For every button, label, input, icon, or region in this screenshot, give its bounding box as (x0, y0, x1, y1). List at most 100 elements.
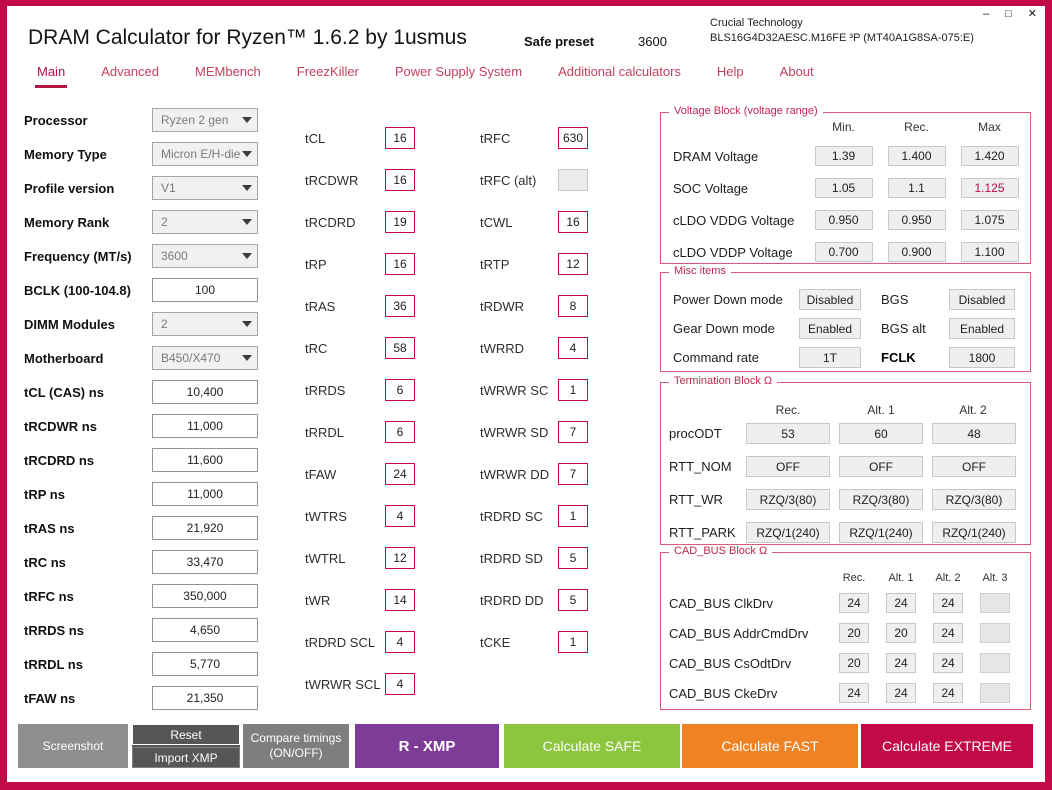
dram-voltage-min: 1.39 (814, 146, 873, 166)
termination-block-panel: Termination Block Ω Rec. Alt. 1 Alt. 2 p… (660, 375, 1031, 545)
column-header-alt1: Alt. 1 (888, 572, 914, 584)
procodt-alt2: 48 (932, 423, 1016, 444)
trp-ns-input[interactable]: 11,000 (152, 482, 258, 506)
tfaw-ns-input[interactable]: 21,350 (152, 686, 258, 710)
twrwr-sc-input[interactable]: 1 (558, 379, 588, 401)
voltage-row: SOC Voltage 1.05 1.1 1.125 (661, 172, 1030, 204)
import-xmp-button[interactable]: Import XMP (132, 747, 240, 768)
tcl-input[interactable]: 16 (385, 127, 415, 149)
trrdl-input[interactable]: 6 (385, 421, 415, 443)
termination-row: RTT_PARK RZQ/1(240) RZQ/1(240) RZQ/1(240… (661, 516, 1030, 549)
twtrl-input[interactable]: 12 (385, 547, 415, 569)
column-header-rec: Rec. (904, 120, 929, 134)
reset-button[interactable]: Reset (132, 724, 240, 745)
soc-voltage-rec: 1.1 (887, 178, 946, 198)
voltage-row: cLDO VDDG Voltage 0.950 0.950 1.075 (661, 204, 1030, 236)
r-xmp-button[interactable]: R - XMP (355, 724, 499, 768)
trrds-ns-input[interactable]: 4,650 (152, 618, 258, 642)
trp-input[interactable]: 16 (385, 253, 415, 275)
tras-ns-input[interactable]: 21,920 (152, 516, 258, 540)
bclk-input[interactable]: 100 (152, 278, 258, 302)
timing-row: tFAW 24 (305, 453, 415, 495)
csodtdrv-alt2: 24 (933, 653, 963, 673)
column-header-alt2: Alt. 2 (959, 403, 987, 417)
motherboard-select[interactable]: B450/X470 (152, 346, 258, 370)
addrcmddrv-rec: 20 (839, 623, 869, 643)
timing-row: tWTRS 4 (305, 495, 415, 537)
tab-additional-calculators[interactable]: Additional calculators (558, 64, 681, 79)
tab-membench[interactable]: MEMbench (195, 64, 261, 79)
tfaw-input[interactable]: 24 (385, 463, 415, 485)
calculate-fast-button[interactable]: Calculate FAST (682, 724, 858, 768)
trdwr-input[interactable]: 8 (558, 295, 588, 317)
timing-row: tRDRD DD 5 (480, 579, 588, 621)
module-part-number: BLS16G4D32AESC.M16FE ³P (MT40A1G8SA-075:… (710, 32, 974, 44)
trfc-ns-input[interactable]: 350,000 (152, 584, 258, 608)
trrdl-label: tRRDL (305, 424, 345, 440)
frequency-select[interactable]: 3600 (152, 244, 258, 268)
trfc-input[interactable]: 630 (558, 127, 588, 149)
trtp-input[interactable]: 12 (558, 253, 588, 275)
termination-row: procODT 53 60 48 (661, 417, 1030, 450)
timing-row: tRAS 36 (305, 285, 415, 327)
trcdwr-ns-label: tRCDWR ns (24, 418, 97, 434)
calculate-extreme-button[interactable]: Calculate EXTREME (861, 724, 1033, 768)
trtp-label: tRTP (480, 256, 510, 272)
trcdwr-input[interactable]: 16 (385, 169, 415, 191)
trcdrd-input[interactable]: 19 (385, 211, 415, 233)
cad-bus-csodtdrv-label: CAD_BUS CsOdtDrv (669, 655, 792, 671)
tab-freezkiller[interactable]: FreezKiller (296, 64, 359, 79)
tcke-input[interactable]: 1 (558, 631, 588, 653)
tab-help[interactable]: Help (716, 64, 744, 79)
tab-main[interactable]: Main (35, 62, 68, 88)
tras-input[interactable]: 36 (385, 295, 415, 317)
twtrs-input[interactable]: 4 (385, 505, 415, 527)
trfc-alt-input[interactable] (558, 169, 588, 191)
compare-timings-button[interactable]: Compare timings (ON/OFF) (243, 724, 349, 768)
twrwr-scl-input[interactable]: 4 (385, 673, 415, 695)
column-header-alt1: Alt. 1 (867, 403, 895, 417)
trcdwr-ns-input[interactable]: 11,000 (152, 414, 258, 438)
timing-row: tCL 16 (305, 117, 415, 159)
memory-type-select[interactable]: Micron E/H-die (152, 142, 258, 166)
dimm-modules-select[interactable]: 2 (152, 312, 258, 336)
tab-advanced[interactable]: Advanced (101, 64, 160, 79)
twrwr-dd-input[interactable]: 7 (558, 463, 588, 485)
minimize-icon[interactable]: – (983, 8, 990, 20)
ckedrv-alt3 (980, 683, 1010, 703)
preset-name-label: Safe preset (524, 34, 595, 49)
twr-input[interactable]: 14 (385, 589, 415, 611)
tcl-ns-input[interactable]: 10,400 (152, 380, 258, 404)
trc-input[interactable]: 58 (385, 337, 415, 359)
trc-ns-input[interactable]: 33,470 (152, 550, 258, 574)
trdrd-dd-input[interactable]: 5 (558, 589, 588, 611)
trrds-input[interactable]: 6 (385, 379, 415, 401)
trdrd-sc-input[interactable]: 1 (558, 505, 588, 527)
trdrd-sd-input[interactable]: 5 (558, 547, 588, 569)
calculate-safe-button[interactable]: Calculate SAFE (504, 724, 680, 768)
close-icon[interactable]: ✕ (1027, 8, 1037, 20)
processor-select[interactable]: Ryzen 2 gen (152, 108, 258, 132)
trrdl-ns-input[interactable]: 5,770 (152, 652, 258, 676)
twrwr-sd-input[interactable]: 7 (558, 421, 588, 443)
memory-rank-select[interactable]: 2 (152, 210, 258, 234)
screenshot-button[interactable]: Screenshot (18, 724, 128, 768)
gear-down-mode-value: Enabled (799, 318, 861, 339)
trrds-ns-label: tRRDS ns (24, 622, 84, 638)
maximize-icon[interactable]: □ (1005, 8, 1012, 20)
tab-power-supply-system[interactable]: Power Supply System (394, 64, 523, 79)
timings-column-1: tCL 16 tRCDWR 16 tRCDRD 19 tRP 16 tRAS 3… (305, 117, 415, 705)
dram-voltage-label: DRAM Voltage (673, 148, 759, 164)
tab-about[interactable]: About (779, 64, 814, 79)
csodtdrv-rec: 20 (839, 653, 869, 673)
trdrd-scl-input[interactable]: 4 (385, 631, 415, 653)
trcdrd-ns-input[interactable]: 11,600 (152, 448, 258, 472)
rtt-nom-rec: OFF (746, 456, 830, 477)
dram-voltage-max: 1.420 (960, 146, 1019, 166)
tcwl-input[interactable]: 16 (558, 211, 588, 233)
profile-version-select[interactable]: V1 (152, 176, 258, 200)
trfc-alt-label: tRFC (alt) (480, 172, 537, 188)
twrrd-input[interactable]: 4 (558, 337, 588, 359)
clkdrv-alt3 (980, 593, 1010, 613)
